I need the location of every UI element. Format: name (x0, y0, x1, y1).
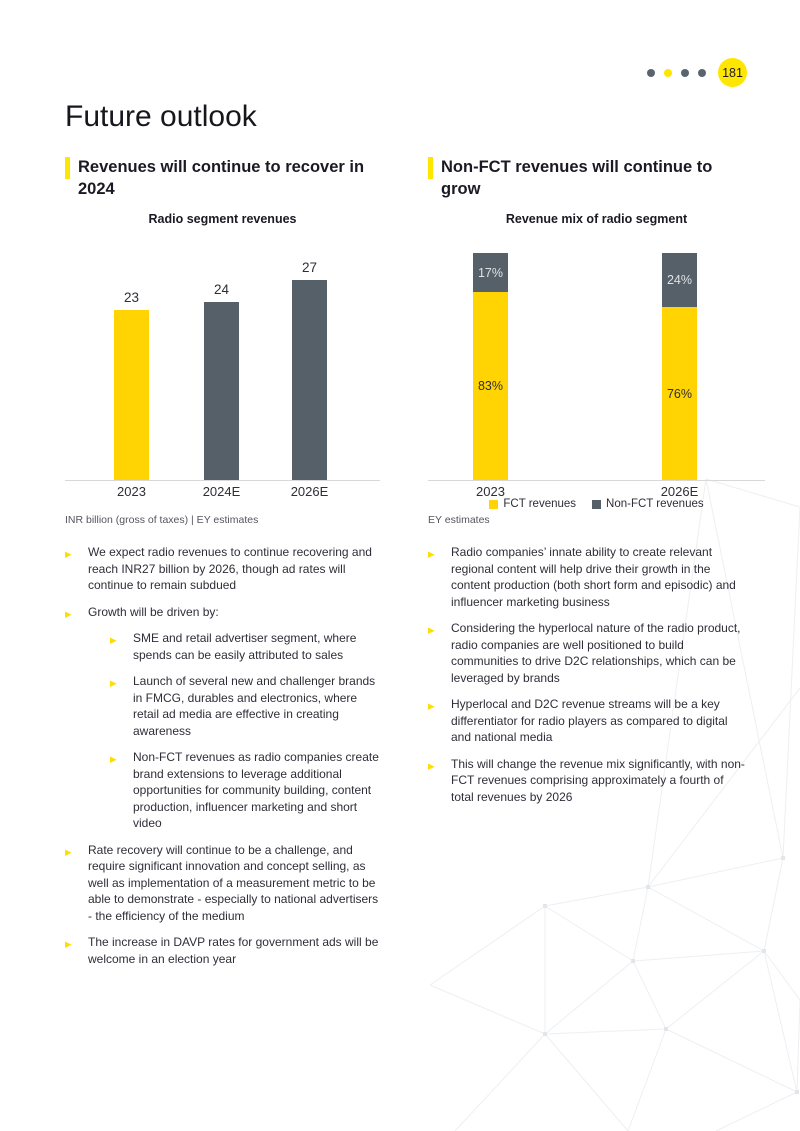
bar-value-label: 27 (301, 260, 318, 275)
left-chart-footnote: INR billion (gross of taxes) | EY estima… (65, 514, 259, 526)
right-chart-footnote: EY estimates (428, 514, 490, 526)
bullet-triangle-icon: ▶ (65, 846, 72, 857)
legend-item-nonfct: Non-FCT revenues (592, 498, 704, 510)
accent-bar (428, 157, 433, 179)
x-axis-label: 2026E (290, 484, 329, 499)
bullet-text: Radio companies’ innate ability to creat… (451, 545, 736, 609)
bar-value-label: 24 (213, 282, 230, 297)
pagination-dot (698, 68, 706, 77)
radio-revenues-xlabels: 2023 2024E 2026E (65, 484, 380, 500)
x-axis-label: 2026E (660, 484, 699, 499)
accent-bar (65, 157, 70, 179)
bullet-text: Growth will be driven by: (88, 604, 219, 619)
bullet-triangle-icon: ▶ (428, 760, 435, 771)
left-heading-text: Revenues will continue to recover in 202… (78, 158, 365, 198)
bullet-triangle-icon: ▶ (110, 635, 117, 645)
bullet-item: ▶ Rate recovery will continue to be a ch… (65, 842, 381, 925)
bullet-text: Launch of several new and challenger bra… (133, 674, 376, 738)
bar-value-label: 23 (123, 290, 140, 305)
revenue-mix-xlabels: 2023 2026E (428, 484, 765, 500)
bullet-triangle-icon: ▶ (428, 701, 435, 711)
stacked-bar-2023: 17% 83% (473, 253, 508, 480)
sub-bullet-list: ▶ SME and retail advertiser segment, whe… (110, 630, 381, 832)
pagination-dot (647, 68, 655, 77)
fct-legend-label: FCT revenues (503, 498, 577, 510)
right-heading-text: Non-FCT revenues will continue to grow (441, 158, 713, 198)
chart-legend: FCT revenues Non-FCT revenues (428, 498, 765, 510)
revenue-mix-plot: 17% 83% 24% 76% (428, 240, 765, 481)
bullet-item: ▶ Growth will be driven by: ▶ SME and re… (65, 604, 381, 832)
bar-2024E: 24 (204, 282, 239, 480)
bullet-text: Rate recovery will continue to be a chal… (88, 842, 379, 923)
bullet-triangle-icon: ▶ (65, 608, 72, 619)
x-axis-label: 2023 (117, 484, 146, 499)
sub-bullet-item: ▶ Non-FCT revenues as radio companies cr… (110, 749, 381, 832)
bullet-item: ▶ The increase in DAVP rates for governm… (65, 934, 381, 967)
sub-bullet-item: ▶ Launch of several new and challenger b… (110, 673, 381, 739)
bullet-text: Hyperlocal and D2C revenue streams will … (451, 697, 728, 744)
bar-2023: 23 (114, 290, 149, 480)
revenue-mix-chart-title: Revenue mix of radio segment (505, 212, 688, 226)
radio-revenues-chart-title: Radio segment revenues (148, 212, 297, 226)
x-axis-label: 2023 (476, 484, 505, 499)
page-title: Future outlook (65, 100, 257, 133)
left-section-heading: Revenues will continue to recover in 202… (65, 156, 383, 200)
bullet-triangle-icon: ▶ (428, 625, 435, 635)
bullet-item: ▶ This will change the revenue mix signi… (428, 756, 746, 806)
fct-segment: 76% (662, 307, 697, 480)
x-axis-label: 2024E (202, 484, 241, 499)
fct-segment: 83% (473, 292, 508, 480)
nonfct-segment: 24% (662, 253, 697, 307)
bullet-text: We expect radio revenues to continue rec… (88, 545, 372, 592)
sub-bullet-item: ▶ SME and retail advertiser segment, whe… (110, 630, 381, 663)
bullet-triangle-icon: ▶ (65, 939, 72, 949)
bullet-item: ▶ Radio companies’ innate ability to cre… (428, 544, 746, 610)
bullet-triangle-icon: ▶ (110, 754, 117, 764)
stacked-bar-2026E: 24% 76% (662, 253, 697, 480)
bullet-text: The increase in DAVP rates for governmen… (88, 935, 379, 966)
nonfct-legend-swatch (592, 499, 602, 509)
legend-item-fct: FCT revenues (489, 498, 576, 510)
bullet-item: ▶ Considering the hyperlocal nature of t… (428, 620, 746, 686)
bullet-text: SME and retail advertiser segment, where… (133, 631, 357, 662)
bullet-triangle-icon: ▶ (65, 549, 72, 559)
nonfct-segment: 17% (473, 253, 508, 292)
bar-2026E: 27 (292, 260, 327, 480)
pagination-dot (664, 68, 672, 77)
bullet-triangle-icon: ▶ (428, 549, 435, 559)
nonfct-legend-label: Non-FCT revenues (606, 498, 704, 510)
bullet-item: ▶ We expect radio revenues to continue r… (65, 544, 381, 594)
bullet-text: Non-FCT revenues as radio companies crea… (133, 750, 379, 830)
bullet-text: Considering the hyperlocal nature of the… (451, 621, 741, 685)
right-section-heading: Non-FCT revenues will continue to grow (428, 156, 746, 200)
right-bullet-list: ▶ Radio companies’ innate ability to cre… (428, 544, 746, 815)
page-number-badge: 181 (718, 58, 747, 87)
bar (292, 280, 327, 480)
left-bullet-list: ▶ We expect radio revenues to continue r… (65, 544, 381, 977)
bullet-triangle-icon: ▶ (110, 678, 117, 688)
radio-revenues-plot: 23 24 27 (65, 240, 380, 481)
bullet-text: This will change the revenue mix signifi… (451, 756, 745, 804)
bar (204, 302, 239, 480)
page-indicator: 181 (647, 58, 747, 87)
fct-legend-swatch (489, 499, 499, 509)
bar (114, 310, 149, 480)
bullet-item: ▶ Hyperlocal and D2C revenue streams wil… (428, 696, 746, 746)
pagination-dot (681, 68, 689, 77)
